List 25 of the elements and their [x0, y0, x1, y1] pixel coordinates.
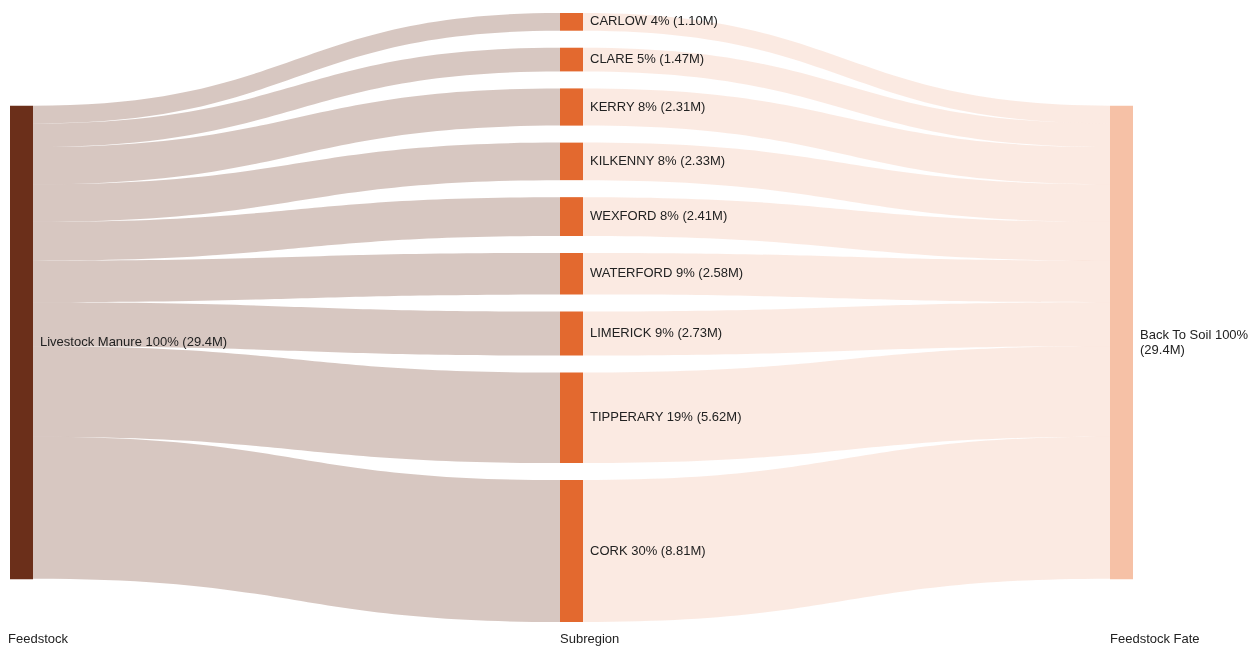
text: Feedstock [8, 631, 69, 646]
category-label: WATERFORD 9% [590, 265, 696, 281]
category-label: Livestock Manure 100% [40, 334, 180, 350]
category-label: TIPPERARY 19% [590, 409, 694, 425]
data-label: (2.41M) [682, 208, 728, 224]
text: Subregion [560, 631, 620, 646]
data-label: (2.31M) [660, 98, 706, 114]
category-label: LIMERICK 9% [590, 325, 675, 341]
category-label: CLARE 5% [590, 51, 657, 67]
data-label: (1.10M) [673, 13, 718, 29]
category-label: WEXFORD 8% [590, 208, 680, 224]
category-label: KILKENNY 8% [590, 152, 677, 168]
data-label: (8.81M) [660, 542, 706, 558]
category-label: KERRY 8% [590, 98, 658, 114]
data-label: (29.4M) [1140, 341, 1185, 357]
category-label: CORK 30% [590, 542, 658, 558]
data-label: (2.33M) [680, 152, 726, 168]
data-label: (5.62M) [696, 409, 742, 425]
data-label: (29.4M) [182, 334, 228, 350]
data-label: (2.58M) [698, 265, 744, 281]
category-label: Back To Soil 100% [1140, 326, 1249, 342]
text: Feedstock Fate [1110, 631, 1200, 646]
data-label: (2.73M) [677, 325, 723, 341]
data-label: (1.47M) [659, 51, 705, 67]
category-label: CARLOW 4% [590, 13, 670, 29]
